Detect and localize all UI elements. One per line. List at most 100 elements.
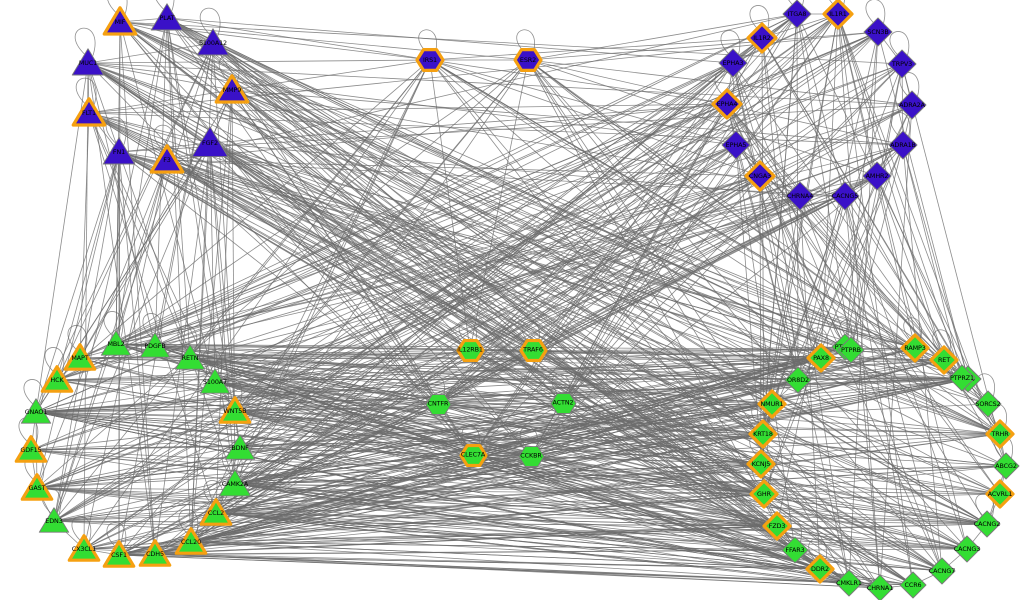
graph-node-chrna4[interactable]: CHRNA4	[782, 178, 818, 214]
graph-self-loop	[903, 317, 922, 342]
graph-node-bdnf[interactable]: BDNF	[222, 430, 258, 466]
graph-self-loop	[783, 519, 802, 544]
graph-edge	[53, 31, 879, 522]
graph-node-hck[interactable]: HCK	[39, 362, 75, 398]
graph-node-esr2[interactable]: ESR2	[511, 43, 545, 77]
graph-node-cckbr[interactable]: CCKBR	[515, 440, 548, 473]
graph-node-gast[interactable]: GAST	[19, 470, 55, 506]
graph-node-mbl2[interactable]: MBL2	[98, 326, 134, 362]
graph-edge	[88, 112, 1001, 435]
graph-edge	[115, 343, 773, 405]
hexagon-node-shape	[518, 445, 544, 467]
triangle-node-shape	[150, 3, 184, 31]
graph-node-irs1[interactable]: IRS1	[413, 43, 447, 77]
graph-edge	[36, 151, 120, 489]
graph-node-mif[interactable]: MIF	[101, 3, 139, 41]
graph-node-mmp9[interactable]: MMP9	[213, 71, 251, 109]
graph-node-traf6[interactable]: TRAF6	[517, 334, 550, 367]
graph-node-cdh5[interactable]: CDH5	[137, 536, 173, 572]
graph-node-ghr[interactable]: GHR	[747, 477, 781, 511]
graph-edge	[437, 378, 969, 405]
graph-node-camk2a[interactable]: CAMK2A	[216, 465, 254, 503]
graph-node-ptprz1[interactable]: PTPRZ1	[945, 361, 979, 395]
graph-self-loop	[177, 325, 198, 352]
graph-node-il1r1[interactable]: IL1R1	[820, 0, 856, 32]
diamond-node-shape	[973, 510, 1001, 538]
graph-node-gdf15[interactable]: GDF15	[13, 432, 49, 468]
graph-node-cntfr[interactable]: CNTFR	[422, 388, 455, 421]
graph-node-cacng7[interactable]: CACNG7	[925, 554, 959, 588]
diamond-node-shape	[929, 345, 959, 375]
graph-node-flt1[interactable]: FLT1	[70, 94, 108, 132]
graph-node-pax8[interactable]: PAX8	[804, 341, 838, 375]
graph-node-ccr6[interactable]: CCR6	[896, 568, 930, 600]
graph-node-ptprb[interactable]: PTPRB	[834, 333, 868, 367]
graph-node-chrna1[interactable]: CHRNA1	[863, 571, 897, 600]
graph-edge	[190, 541, 850, 584]
graph-node-cnga3[interactable]: CNGA3	[742, 158, 778, 194]
graph-node-retn[interactable]: RETN	[172, 340, 208, 376]
graph-edge	[190, 379, 799, 543]
graph-node-actn2[interactable]: ACTN2	[547, 387, 580, 420]
graph-node-acvrl1[interactable]: ACVRL1	[983, 477, 1017, 511]
graph-node-epha4[interactable]: EPHA4	[709, 86, 745, 122]
graph-edge	[166, 17, 192, 543]
graph-node-adra1b[interactable]: ADRA1B	[885, 127, 921, 163]
triangle-node-shape	[149, 144, 185, 174]
graph-edge	[53, 403, 773, 522]
graph-edge	[844, 195, 914, 586]
graph-edge	[87, 62, 1001, 435]
graph-edge	[527, 59, 881, 589]
graph-edge	[234, 349, 471, 412]
graph-self-loop	[519, 426, 538, 450]
graph-node-fn1[interactable]: FN1	[100, 133, 138, 171]
graph-node-gnao1[interactable]: GNAO1	[18, 394, 54, 430]
graph-edge	[190, 359, 945, 543]
graph-node-trhr[interactable]: TRHR	[983, 417, 1017, 451]
graph-edge	[469, 349, 914, 586]
graph-node-clec7a[interactable]: CLEC7A	[457, 439, 490, 472]
graph-edge	[234, 175, 761, 412]
graph-node-fgf2[interactable]: FGF2	[189, 122, 231, 164]
graph-node-cacng5[interactable]: CACNG5	[827, 178, 863, 214]
graph-edge	[212, 42, 564, 404]
graph-self-loop	[833, 316, 852, 341]
graph-node-kcnj5[interactable]: KCNJ5	[744, 447, 778, 481]
graph-node-epha3[interactable]: EPHA3	[715, 45, 751, 81]
graph-node-s100a12[interactable]: S100A12	[194, 24, 232, 62]
triangle-node-shape	[20, 398, 52, 424]
graph-node-pdgfb[interactable]: PDGFB	[137, 328, 173, 364]
graph-node-scn3b[interactable]: SCN3B	[860, 14, 896, 50]
graph-edge	[234, 59, 529, 485]
graph-node-trpv3[interactable]: TRPV3	[884, 46, 920, 82]
diamond-node-shape	[782, 0, 812, 29]
graph-node-itga8[interactable]: ITGA8	[779, 0, 815, 32]
graph-edge	[902, 144, 943, 572]
graph-edge	[429, 59, 737, 146]
graph-edge	[118, 151, 156, 555]
graph-edge	[154, 62, 734, 347]
diamond-node-shape	[744, 160, 776, 192]
hexagon-node-shape	[455, 338, 485, 362]
graph-edge	[56, 379, 532, 457]
triangle-node-shape	[214, 74, 250, 104]
graph-node-cmklr1[interactable]: CMKLR1	[832, 566, 866, 600]
graph-edge	[214, 381, 762, 465]
graph-node-adra2a[interactable]: ADRA2A	[894, 87, 930, 123]
graph-edge	[166, 103, 728, 161]
graph-edge	[190, 541, 796, 551]
graph-node-csf1[interactable]: CSF1	[101, 537, 137, 573]
graph-node-il12rb1[interactable]: IL12RB1	[454, 334, 487, 367]
graph-node-krt18[interactable]: KRT18	[746, 417, 780, 451]
graph-node-amhr2[interactable]: AMHR2	[859, 158, 895, 194]
graph-edge	[166, 13, 798, 161]
graph-node-fzd3[interactable]: FZD3	[760, 509, 794, 543]
graph-node-f3[interactable]: F3	[148, 141, 186, 179]
graph-edge	[166, 159, 914, 586]
graph-node-cx3cl1[interactable]: CX3CL1	[66, 531, 102, 567]
graph-self-loop	[932, 329, 951, 354]
diamond-node-shape	[985, 479, 1015, 509]
graph-node-muc1[interactable]: MUC1	[69, 44, 107, 82]
graph-node-plat[interactable]: PLAT	[148, 0, 186, 37]
